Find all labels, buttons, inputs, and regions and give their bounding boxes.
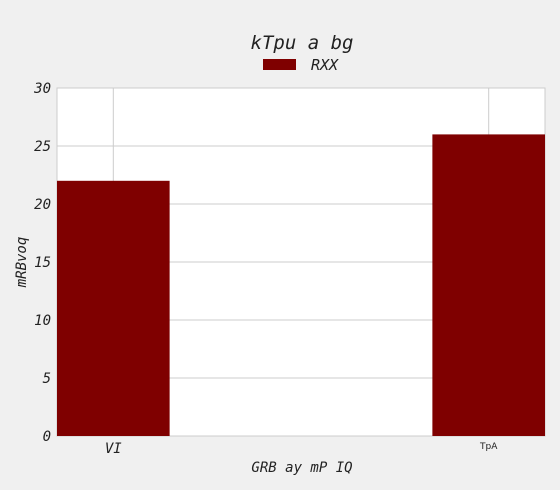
y-tick-label: 15 xyxy=(34,255,51,271)
legend: RXX xyxy=(263,56,339,74)
bar-vi xyxy=(57,180,170,436)
legend-swatch-rxx xyxy=(263,59,296,70)
x-tick-label-tpa: TpA xyxy=(479,442,498,452)
y-tick-label: 30 xyxy=(33,81,51,97)
y-tick-label: 20 xyxy=(34,197,51,213)
y-tick-label: 0 xyxy=(43,429,51,445)
legend-label-rxx: RXX xyxy=(311,56,339,74)
x-axis-label: GRB ay mP IQ xyxy=(251,460,352,476)
bars xyxy=(57,134,545,436)
y-tick-label: 10 xyxy=(34,313,51,329)
y-axis-label: mRBvoq xyxy=(14,237,30,289)
x-tick-label-vi: VI xyxy=(105,441,122,457)
y-tick-label: 5 xyxy=(43,371,51,387)
y-axis-ticks: 0 5 10 15 20 25 30 xyxy=(33,81,51,445)
x-axis-ticks: VI TpA xyxy=(105,441,498,457)
y-tick-label: 25 xyxy=(34,139,51,155)
chart-title: kTpu a bg xyxy=(251,32,354,54)
bar-tpa xyxy=(432,134,545,436)
